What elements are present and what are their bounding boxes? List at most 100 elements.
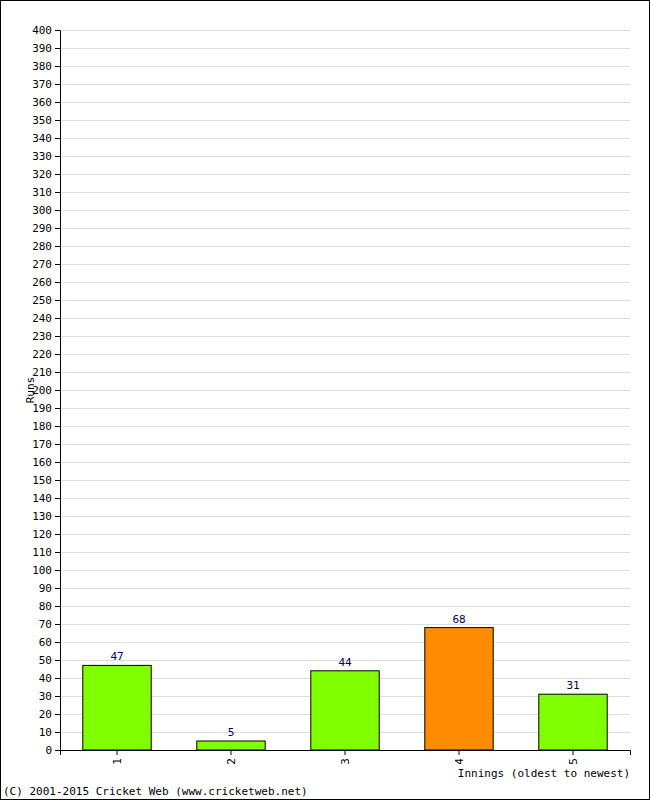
tick-mark: [55, 372, 60, 373]
tick-label: 130: [32, 510, 52, 523]
bar: [311, 671, 379, 750]
grid-line: [60, 102, 630, 103]
tick-mark: [55, 354, 60, 355]
tick-label: 30: [39, 690, 52, 703]
tick: 120: [32, 528, 60, 541]
tick-mark: [55, 120, 60, 121]
tick-label: 400: [32, 24, 52, 37]
tick: 2: [225, 750, 238, 765]
tick-mark: [55, 624, 60, 625]
tick: 20: [39, 708, 60, 721]
data-labels: 475446831: [110, 613, 579, 739]
grid-line: [60, 408, 630, 409]
grid-line: [60, 426, 630, 427]
grid-line: [60, 372, 630, 373]
tick: 220: [32, 348, 60, 361]
tick-label: 140: [32, 492, 52, 505]
axis-line: [61, 751, 631, 756]
tick-mark: [55, 498, 60, 499]
tick: 50: [39, 654, 60, 667]
tick: 160: [32, 456, 60, 469]
tick-mark: [55, 642, 60, 643]
tick-label: 160: [32, 456, 52, 469]
tick-label: 290: [32, 222, 52, 235]
data-label: 31: [566, 679, 579, 692]
grid-line: [60, 462, 630, 463]
tick-mark: [55, 714, 60, 715]
tick: 110: [32, 546, 60, 559]
grid-line: [60, 210, 630, 211]
tick: 310: [32, 186, 60, 199]
tick: 170: [32, 438, 60, 451]
tick-label: 3: [339, 758, 352, 765]
tick: 390: [32, 42, 60, 55]
tick: 240: [32, 312, 60, 325]
tick-label: 330: [32, 150, 52, 163]
grid-line: [60, 336, 630, 337]
grid-line: [60, 606, 630, 607]
tick-mark: [55, 516, 60, 517]
tick-label: 240: [32, 312, 52, 325]
tick: 5: [567, 750, 580, 765]
tick-mark: [55, 228, 60, 229]
tick-mark: [55, 534, 60, 535]
tick: 320: [32, 168, 60, 181]
tick: 30: [39, 690, 60, 703]
grid-line: [60, 552, 630, 553]
grid-line: [60, 480, 630, 481]
background: [1, 1, 650, 800]
x-axis: 12345: [61, 750, 631, 765]
bar: [425, 628, 493, 750]
grid-line: [60, 624, 630, 625]
x-axis-title: Innings (oldest to newest): [458, 767, 630, 780]
tick: 100: [32, 564, 60, 577]
grid-line: [60, 282, 630, 283]
tick-mark: [55, 300, 60, 301]
grid-line: [60, 84, 630, 85]
tick-mark: [55, 750, 60, 751]
chart: 4754468310102030405060708090100110120130…: [0, 0, 650, 800]
grid-line: [60, 300, 630, 301]
tick: 180: [32, 420, 60, 433]
data-label: 44: [338, 656, 352, 669]
tick-label: 220: [32, 348, 52, 361]
tick-label: 370: [32, 78, 52, 91]
tick: 380: [32, 60, 60, 73]
tick-mark: [55, 192, 60, 193]
grid-line: [60, 444, 630, 445]
tick-mark: [55, 570, 60, 571]
annotation: (C) 2001-2015 Cricket Web (www.cricketwe…: [3, 785, 308, 798]
tick-label: 170: [32, 438, 52, 451]
tick-label: 50: [39, 654, 52, 667]
tick-label: 230: [32, 330, 52, 343]
tick-label: 5: [567, 758, 580, 765]
tick-mark: [55, 660, 60, 661]
tick: 60: [39, 636, 60, 649]
grid-line: [60, 120, 630, 121]
tick-mark: [55, 390, 60, 391]
tick: 40: [39, 672, 60, 685]
tick-label: 10: [39, 726, 52, 739]
tick-label: 310: [32, 186, 52, 199]
grid-line: [60, 534, 630, 535]
tick: 280: [32, 240, 60, 253]
tick-mark: [55, 678, 60, 679]
grid-line: [60, 192, 630, 193]
bars: [83, 628, 607, 750]
tick-mark: [55, 552, 60, 553]
bar: [197, 741, 265, 750]
tick-mark: [55, 462, 60, 463]
tick: 340: [32, 132, 60, 145]
tick-label: 250: [32, 294, 52, 307]
tick: 130: [32, 510, 60, 523]
grid-line: [60, 516, 630, 517]
grid-line: [60, 228, 630, 229]
tick-label: 70: [39, 618, 52, 631]
tick-label: 60: [39, 636, 52, 649]
tick: 10: [39, 726, 60, 739]
tick-label: 320: [32, 168, 52, 181]
tick: 260: [32, 276, 60, 289]
tick-mark: [55, 30, 60, 31]
tick-label: 280: [32, 240, 52, 253]
tick: 300: [32, 204, 60, 217]
